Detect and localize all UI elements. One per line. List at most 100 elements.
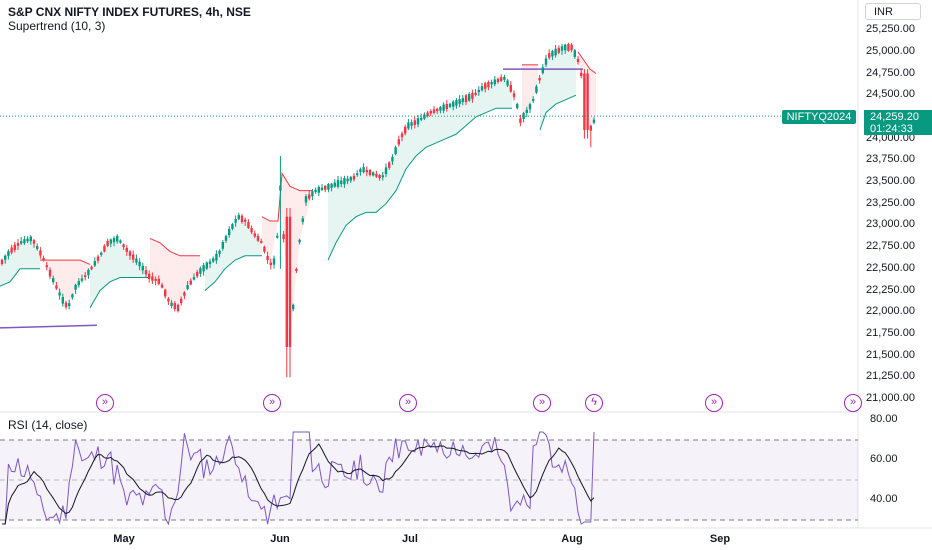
candle-body — [391, 157, 394, 162]
candle-body — [138, 261, 141, 267]
candle-body — [573, 50, 576, 57]
candle-body — [544, 58, 548, 65]
candle-body — [231, 223, 234, 229]
candle-body — [525, 109, 528, 113]
candle-body — [384, 167, 388, 175]
candle-body — [132, 254, 135, 260]
candle-body — [292, 304, 295, 310]
price-label: 21,500.00 — [866, 348, 915, 361]
earnings-flash-icon[interactable]: ϟ — [585, 394, 603, 412]
dividend-icon[interactable]: » — [533, 394, 551, 412]
candle-body — [404, 126, 407, 134]
candle-body — [298, 239, 301, 243]
candle-body — [250, 228, 253, 233]
candle-body — [84, 275, 87, 278]
candle-body — [589, 125, 592, 131]
candle-body — [279, 185, 282, 191]
candle-body — [359, 169, 362, 173]
candle-body — [426, 112, 429, 117]
candle-body — [157, 278, 160, 284]
candle-body — [23, 239, 26, 244]
candle-body — [64, 302, 68, 308]
candle-body — [439, 107, 442, 111]
candle-body — [516, 104, 519, 109]
candle-body — [192, 277, 196, 280]
candle-body — [32, 240, 36, 244]
dividend-icon[interactable]: » — [96, 394, 114, 412]
candle-body — [320, 187, 324, 190]
supertrend-legend[interactable]: Supertrend (10, 3) — [8, 19, 106, 33]
candle-body — [535, 86, 538, 93]
rsi-legend[interactable]: RSI (14, close) — [8, 418, 88, 432]
candle-body — [541, 67, 544, 74]
dividend-icon[interactable]: » — [844, 394, 862, 412]
candle-body — [496, 78, 500, 83]
candle-body — [20, 241, 23, 244]
candle-body — [144, 270, 148, 275]
candle-body — [464, 95, 468, 103]
candle-body — [592, 119, 596, 123]
candle-body — [432, 109, 436, 113]
candle-body — [480, 86, 484, 91]
candle-body — [119, 240, 122, 243]
price-label: 24,750.00 — [866, 66, 915, 79]
candle-body — [506, 80, 509, 86]
candle-body — [109, 239, 112, 244]
candle-body — [352, 175, 356, 180]
candle-body — [400, 133, 404, 138]
candle-body — [343, 178, 346, 185]
time-label: Jul — [402, 533, 418, 545]
candle-body — [285, 216, 288, 347]
last-price-value: 24,259.20 — [870, 111, 919, 123]
candle-body — [500, 77, 503, 81]
candle-body — [263, 246, 266, 252]
time-label: Aug — [561, 533, 583, 545]
dividend-icon[interactable]: » — [399, 394, 417, 412]
candle-body — [554, 48, 557, 56]
candle-body — [16, 243, 20, 246]
candle-body — [484, 83, 487, 89]
candle-body — [221, 241, 224, 249]
candle-body — [189, 280, 192, 285]
candle-body — [100, 252, 103, 255]
candle-body — [420, 117, 423, 120]
symbol-title[interactable]: S&P CNX NIFTY INDEX FUTURES, 4h, NSE — [8, 5, 251, 19]
candle-body — [199, 268, 202, 274]
candle-body — [240, 215, 244, 223]
rsi-label: 40.00 — [870, 493, 898, 505]
symbol-price-tag: NIFTYQ2024 — [782, 110, 856, 124]
candle-body — [394, 147, 397, 154]
supertrend-line — [0, 268, 40, 287]
candle-body — [135, 258, 138, 263]
candle-body — [228, 228, 231, 236]
supertrend-fill — [150, 238, 200, 304]
candle-body — [346, 178, 349, 182]
price-label: 22,000.00 — [866, 305, 915, 318]
candle-body — [276, 235, 279, 238]
candle-body — [80, 278, 84, 281]
candle-body — [237, 215, 240, 220]
candle-body — [528, 104, 532, 110]
candle-body — [148, 273, 151, 280]
candle-body — [314, 189, 317, 193]
candle-body — [202, 265, 205, 272]
dividend-icon[interactable]: » — [705, 394, 723, 412]
candle-body — [106, 240, 109, 246]
candle-body — [429, 111, 432, 114]
candle-body — [487, 81, 490, 88]
candle-body — [151, 276, 154, 281]
candle-body — [244, 219, 247, 222]
candle-body — [0, 259, 4, 265]
candle-body — [301, 218, 304, 222]
currency-selector[interactable]: INR — [865, 3, 921, 20]
dividend-icon[interactable]: » — [263, 394, 281, 412]
candle-body — [311, 191, 314, 197]
candle-body — [164, 289, 167, 297]
price-label: 23,250.00 — [866, 196, 915, 209]
candle-body — [512, 93, 516, 98]
candle-body — [445, 103, 448, 109]
candle-body — [93, 261, 96, 266]
candle-body — [52, 278, 55, 283]
candle-body — [160, 284, 164, 288]
